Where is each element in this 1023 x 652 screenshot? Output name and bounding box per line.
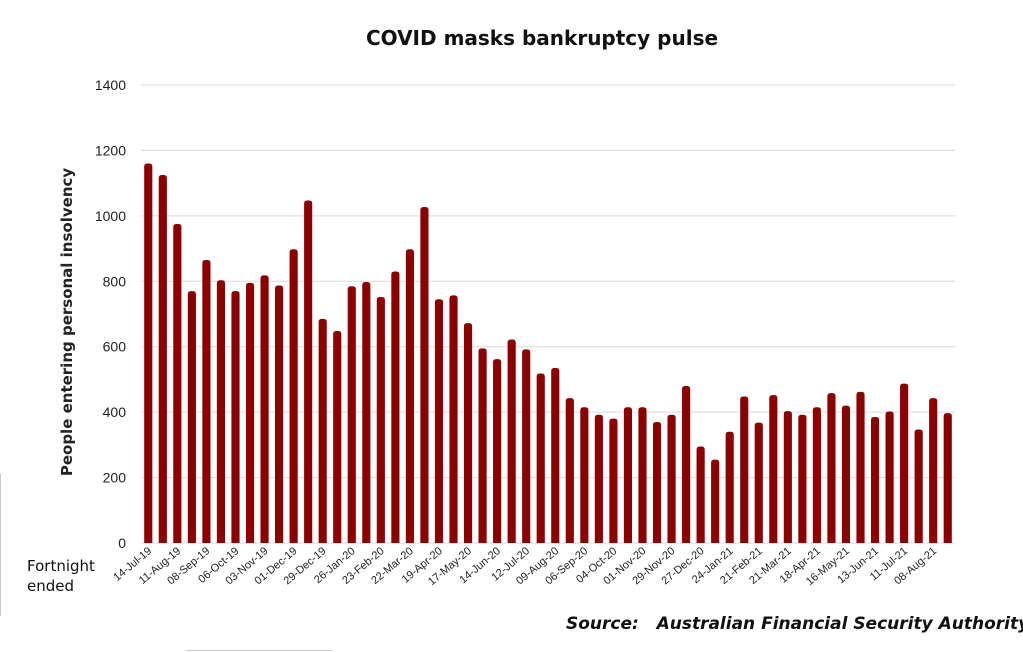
bar [522, 349, 531, 543]
bar [900, 383, 909, 543]
y-tick-label: 1200 [95, 142, 126, 158]
bar [652, 421, 662, 543]
x-axis-label-line-2: ended [27, 577, 75, 595]
y-tick-label: 600 [103, 339, 127, 355]
bar [463, 323, 473, 543]
x-axis-label: Fortnight ended [27, 556, 95, 596]
bar [216, 280, 226, 543]
y-axis-label: People entering personal insolvency [58, 168, 76, 477]
bar [289, 249, 298, 543]
y-tick-label: 1000 [95, 208, 126, 224]
bar [740, 396, 749, 543]
bar [333, 331, 342, 543]
bar [173, 224, 182, 544]
bar [362, 281, 371, 543]
y-tick-label: 200 [103, 470, 127, 486]
bar [943, 413, 952, 543]
x-axis-label-line-1: Fortnight [27, 557, 95, 575]
bar [158, 174, 167, 543]
bar [914, 429, 923, 543]
x-axis-ticks: 14-Jul-1911-Aug-1908-Sep-1906-Oct-1903-N… [111, 545, 939, 588]
bar [609, 418, 618, 543]
chart-title: COVID masks bankruptcy pulse [366, 26, 718, 50]
bar [856, 391, 865, 543]
bar [769, 395, 778, 543]
bar [405, 249, 414, 543]
bar [231, 291, 240, 543]
bar [711, 459, 720, 543]
bar [623, 407, 633, 543]
y-tick-label: 0 [118, 535, 126, 551]
bar [144, 163, 153, 543]
bar [376, 296, 385, 543]
bar [594, 414, 603, 543]
bar [565, 398, 574, 543]
bar [812, 407, 821, 543]
bar [696, 446, 705, 543]
y-axis-ticks: 0 200 400 600 800 1000 1200 1400 [95, 77, 126, 551]
bar [347, 286, 356, 543]
bar [929, 398, 938, 543]
bar [187, 291, 196, 543]
bar [841, 405, 851, 543]
frame-line-left [0, 474, 1, 616]
y-tick-label: 1400 [95, 77, 126, 93]
bar [580, 407, 589, 543]
bar [667, 414, 676, 543]
bar [449, 295, 458, 543]
bar [551, 367, 560, 543]
bar [493, 359, 502, 543]
bar [682, 385, 691, 543]
bar [318, 318, 327, 543]
bar [638, 407, 647, 543]
bar [870, 417, 880, 543]
bar [478, 348, 487, 543]
bar [725, 431, 734, 543]
y-tick-label: 400 [103, 404, 127, 420]
bar [202, 260, 211, 543]
frame-line-bottom [186, 650, 332, 651]
bar [798, 414, 807, 543]
bar [536, 373, 545, 543]
bar [754, 422, 763, 543]
bar [391, 271, 400, 543]
bar [260, 275, 269, 543]
bar [245, 282, 255, 543]
bar [827, 393, 836, 543]
bar [304, 200, 313, 543]
y-tick-label: 800 [103, 273, 127, 289]
bar [420, 207, 429, 543]
bar [434, 299, 444, 543]
source-note: Source: Australian Financial Security Au… [566, 614, 1023, 634]
bar [275, 285, 284, 543]
bar [885, 411, 894, 543]
bar [783, 411, 792, 543]
bar [507, 339, 516, 543]
bars [144, 163, 952, 544]
